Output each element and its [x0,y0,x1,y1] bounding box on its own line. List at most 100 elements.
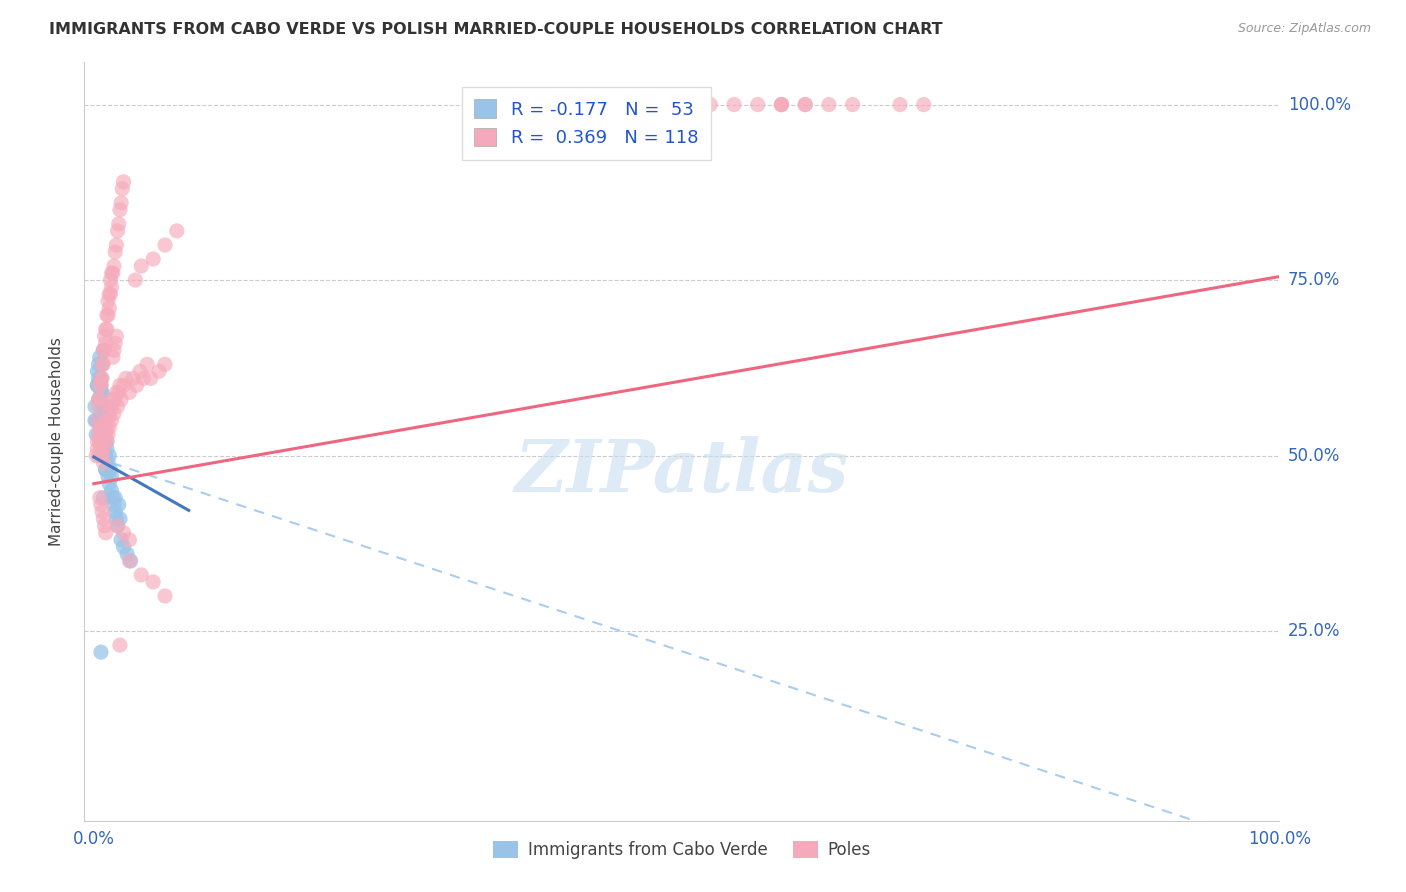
Point [794,97,817,112]
Point [96,434,118,449]
Point [94,462,117,476]
Point [87,449,110,463]
Point [103,407,125,421]
Text: 50.0%: 50.0% [1288,447,1340,465]
Point [107,400,129,414]
Point [91,343,114,358]
Point [87,392,110,407]
Point [98,287,121,301]
Point [96,434,118,449]
Point [94,427,117,442]
Point [90,378,112,392]
Point [90,385,112,400]
Point [723,97,745,112]
Point [118,554,141,568]
Point [89,351,111,365]
Point [166,224,188,238]
Point [98,476,121,491]
Point [89,378,111,392]
Point [112,175,135,189]
Point [107,385,129,400]
Point [100,400,122,414]
Point [98,407,121,421]
Point [120,554,142,568]
Point [139,371,162,385]
Point [96,442,118,456]
Point [100,462,122,476]
Point [97,294,120,309]
Point [96,420,118,434]
Point [97,456,120,470]
Point [107,518,129,533]
Point [142,574,165,589]
Point [93,518,115,533]
Point [91,427,114,442]
Point [107,518,129,533]
Point [101,351,124,365]
Point [770,97,793,112]
Point [91,420,114,434]
Point [91,449,114,463]
Text: IMMIGRANTS FROM CABO VERDE VS POLISH MARRIED-COUPLE HOUSEHOLDS CORRELATION CHART: IMMIGRANTS FROM CABO VERDE VS POLISH MAR… [49,22,943,37]
Point [84,413,107,427]
Point [153,238,176,252]
Point [100,400,122,414]
Point [104,336,127,351]
Point [100,413,122,427]
Point [889,97,911,112]
Point [90,498,112,512]
Point [100,469,122,483]
Point [129,568,152,582]
Point [90,645,112,659]
Point [91,343,114,358]
Point [86,442,108,456]
Point [93,434,115,449]
Point [93,329,115,343]
Point [86,364,108,378]
Point [87,371,110,385]
Point [90,427,112,442]
Legend: Immigrants from Cabo Verde, Poles: Immigrants from Cabo Verde, Poles [486,834,877,865]
Point [110,392,132,407]
Point [96,322,118,336]
Point [93,427,115,442]
Point [105,512,128,526]
Point [912,97,935,112]
Point [93,420,115,434]
Y-axis label: Married-couple Households: Married-couple Households [49,337,63,546]
Point [91,371,114,385]
Point [94,336,117,351]
Point [104,491,127,505]
Point [148,364,170,378]
Point [125,378,148,392]
Point [93,449,115,463]
Point [86,378,108,392]
Point [105,238,128,252]
Point [101,491,124,505]
Point [96,308,118,322]
Point [87,392,110,407]
Point [90,371,112,385]
Point [115,371,138,385]
Point [818,97,841,112]
Point [112,378,135,392]
Text: ZIPatlas: ZIPatlas [515,436,849,508]
Point [98,301,121,315]
Point [84,400,107,414]
Point [87,427,110,442]
Point [107,498,129,512]
Point [89,434,111,449]
Point [91,357,114,371]
Text: 100.0%: 100.0% [1288,95,1351,113]
Text: Source: ZipAtlas.com: Source: ZipAtlas.com [1237,22,1371,36]
Point [111,182,134,196]
Point [86,413,108,427]
Point [108,512,131,526]
Point [84,427,107,442]
Point [122,371,145,385]
Point [89,392,111,407]
Point [90,442,112,456]
Point [675,97,697,112]
Point [94,449,117,463]
Point [841,97,863,112]
